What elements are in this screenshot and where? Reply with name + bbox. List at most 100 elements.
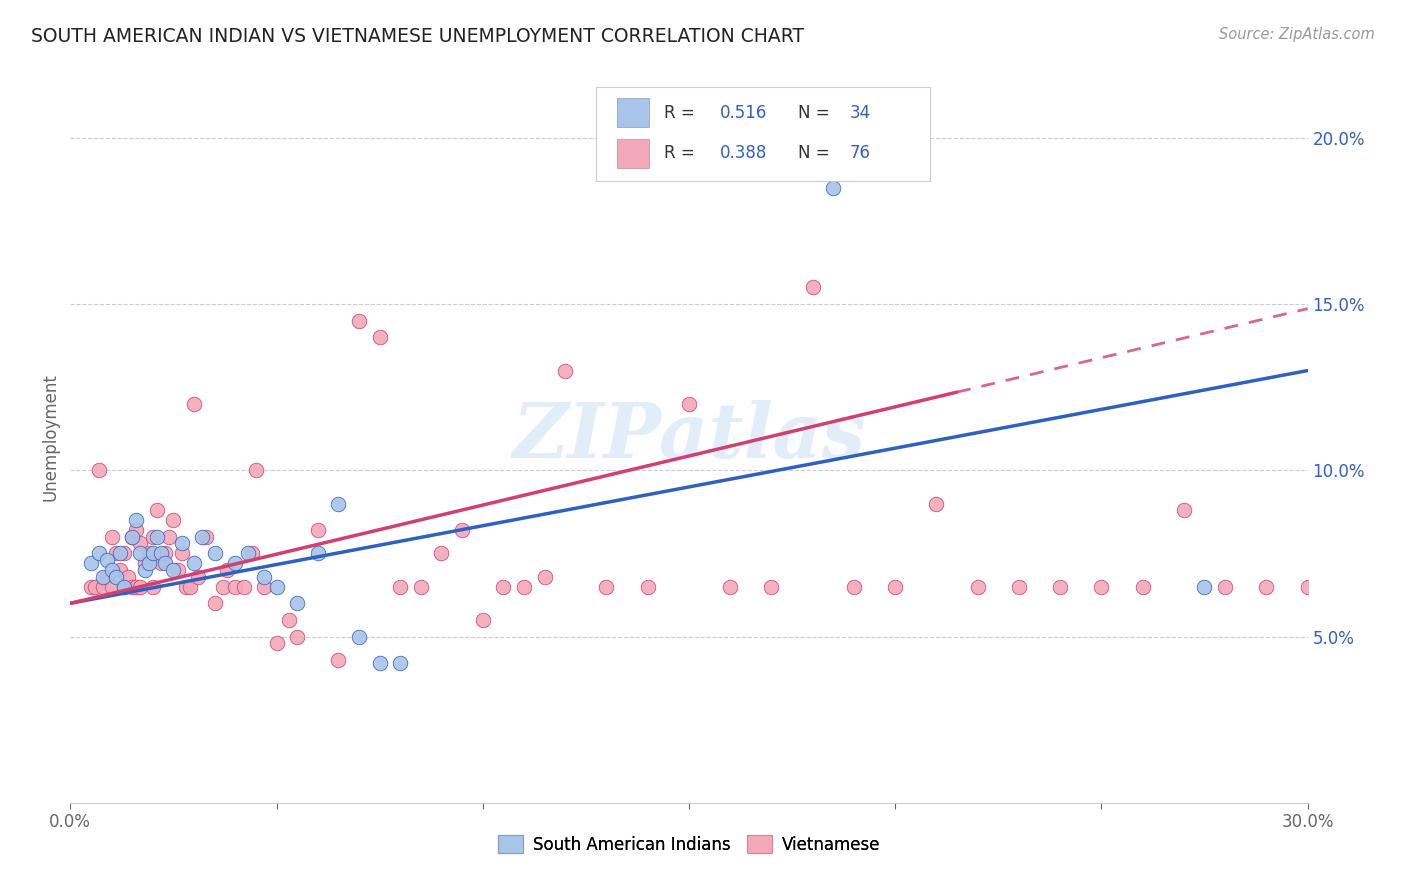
Point [100,563,122,577]
Point [1194,580,1216,594]
Point [368,656,391,670]
Point [80,580,103,594]
Point [842,580,865,594]
Text: R =: R = [664,103,700,121]
Point [96,570,118,584]
Point [125,523,148,537]
Point [1213,580,1236,594]
Point [492,580,515,594]
Point [121,580,143,594]
Point [108,563,131,577]
Point [253,570,276,584]
Point [277,613,299,627]
Point [162,513,184,527]
Point [170,536,193,550]
Point [96,553,118,567]
Point [451,523,474,537]
Text: SOUTH AMERICAN INDIAN VS VIETNAMESE UNEMPLOYMENT CORRELATION CHART: SOUTH AMERICAN INDIAN VS VIETNAMESE UNEM… [31,27,804,45]
Point [174,580,197,594]
Point [884,580,907,594]
Point [129,580,152,594]
Point [104,570,127,584]
Point [104,546,127,560]
Point [215,563,238,577]
Point [84,580,107,594]
Point [368,330,391,344]
Point [129,546,152,560]
Point [204,596,226,610]
Point [595,580,617,594]
Point [129,536,152,550]
Point [761,580,783,594]
Point [150,557,173,571]
Point [112,546,135,560]
Text: 76: 76 [849,145,870,162]
Point [183,397,205,411]
Point [108,546,131,560]
Point [801,280,824,294]
Point [134,557,156,571]
Point [89,463,111,477]
Point [678,397,700,411]
Point [1132,580,1154,594]
Point [925,497,948,511]
Point [121,530,143,544]
Point [112,580,135,594]
Point [117,570,139,584]
Point [125,513,148,527]
Point [204,546,226,560]
Point [347,314,370,328]
Point [718,580,741,594]
Point [166,563,188,577]
Point [187,570,209,584]
Text: R =: R = [664,145,700,162]
Point [138,557,160,571]
Point [100,530,122,544]
FancyBboxPatch shape [617,138,650,168]
Legend: South American Indians, Vietnamese: South American Indians, Vietnamese [491,829,887,860]
Point [236,546,259,560]
Point [966,580,988,594]
Point [1090,580,1112,594]
Point [138,546,160,560]
Point [533,570,555,584]
Point [389,580,412,594]
Y-axis label: Unemployment: Unemployment [41,373,59,501]
Point [285,630,308,644]
Point [409,580,432,594]
Point [142,546,165,560]
Point [91,580,114,594]
FancyBboxPatch shape [617,98,650,128]
Point [142,580,165,594]
Point [266,580,288,594]
Point [142,530,165,544]
Point [285,596,308,610]
Point [146,530,169,544]
Point [162,563,184,577]
Point [240,546,263,560]
Point [80,557,103,571]
Point [430,546,453,560]
Point [121,530,143,544]
Point [266,636,288,650]
Text: 34: 34 [849,103,870,121]
Point [153,557,176,571]
Point [471,613,494,627]
Point [224,557,246,571]
Point [179,580,201,594]
Text: Source: ZipAtlas.com: Source: ZipAtlas.com [1219,27,1375,42]
Point [183,557,205,571]
Point [232,580,254,594]
Point [307,546,329,560]
Point [823,180,845,194]
FancyBboxPatch shape [596,87,931,181]
Point [153,546,176,560]
Point [1256,580,1278,594]
Point [224,580,246,594]
Text: N =: N = [797,103,835,121]
Point [157,530,180,544]
Point [134,563,156,577]
Point [347,630,370,644]
Point [328,653,350,667]
Point [170,546,193,560]
